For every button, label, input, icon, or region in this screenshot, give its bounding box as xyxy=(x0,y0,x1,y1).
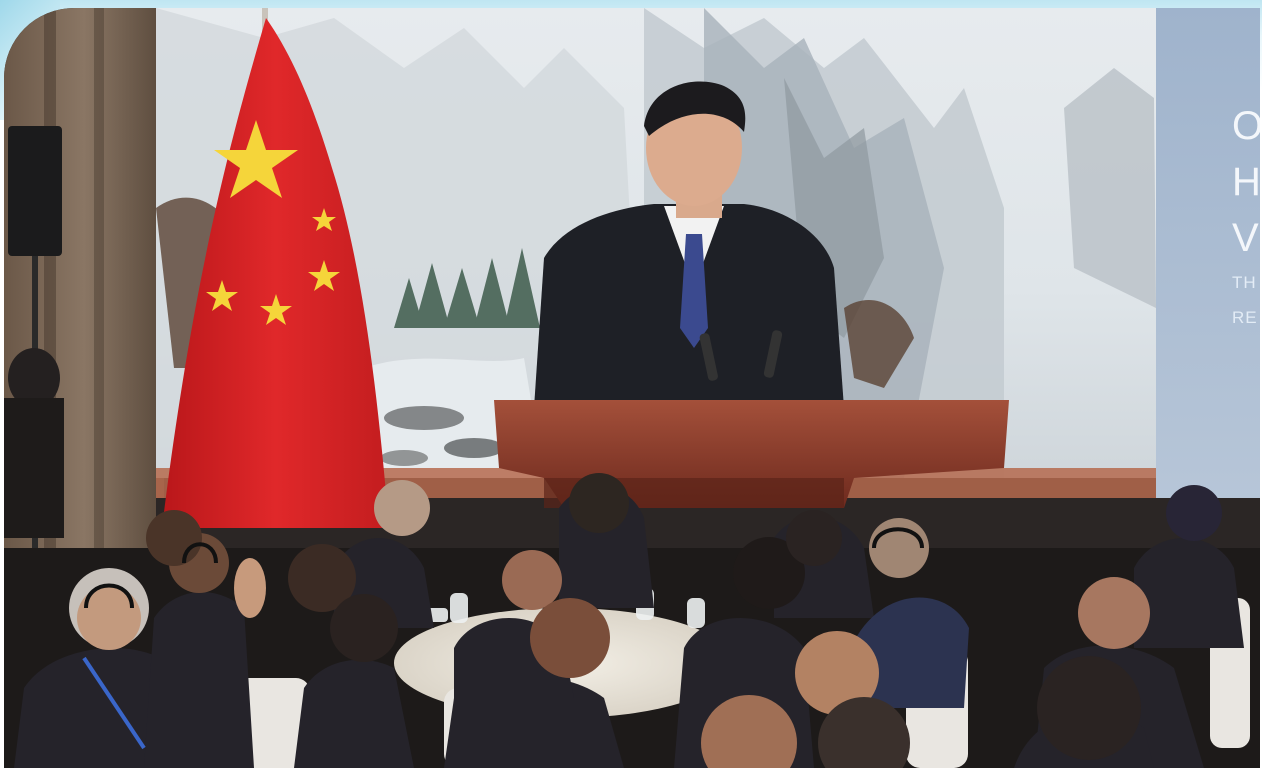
slide-text-line-3: V xyxy=(1232,216,1260,260)
flag-stars xyxy=(206,120,340,325)
event-photo: O H V TH RE xyxy=(4,8,1260,768)
speaker-box xyxy=(8,126,62,256)
slide-text-line-2: H xyxy=(1232,160,1260,204)
slide-panel xyxy=(1156,8,1260,508)
slide-text-line-4: TH xyxy=(1232,273,1257,292)
slide-text-line-1: O xyxy=(1232,104,1260,148)
speaker-figure xyxy=(534,81,844,408)
slide-text-line-5: RE xyxy=(1232,308,1258,327)
national-flag xyxy=(162,18,389,528)
event-scene xyxy=(4,8,1260,768)
